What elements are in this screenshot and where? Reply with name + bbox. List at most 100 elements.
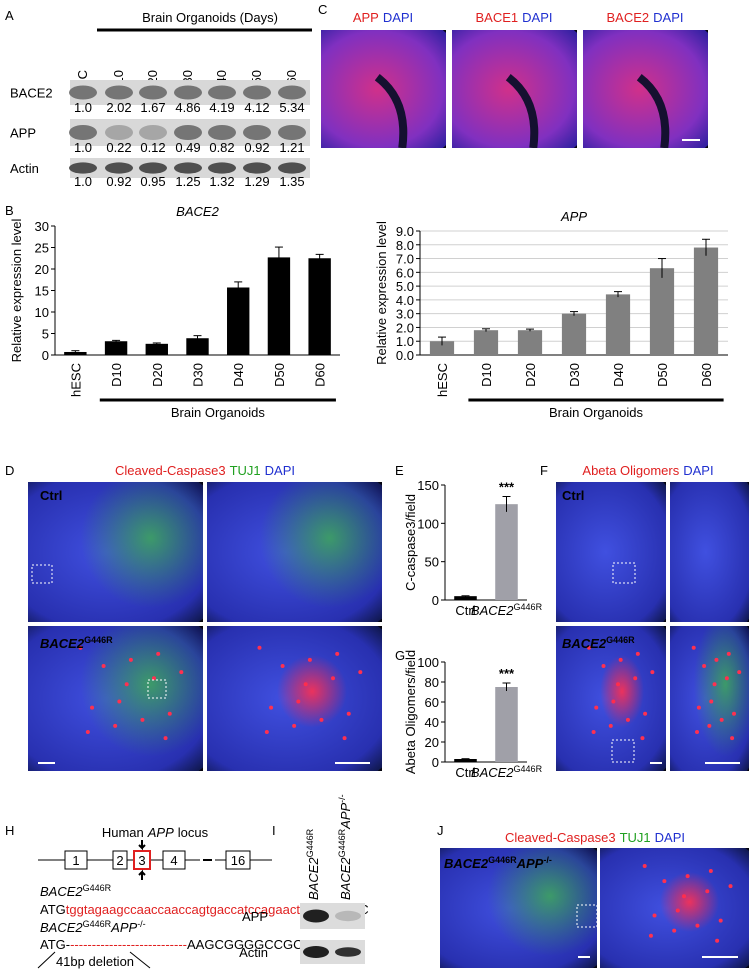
quant: 0.49 [175,140,200,155]
y-tick-label: 0 [432,755,439,770]
band [208,85,236,100]
pointer [129,951,151,969]
puncta [179,670,184,675]
tissue [583,30,708,148]
quant: 1.0 [74,100,92,115]
puncta [342,736,347,741]
panel-letter: E [395,463,404,478]
bar [454,759,477,762]
puncta [591,729,596,734]
puncta [78,645,83,650]
band [278,85,306,100]
x-tick-label: D30 [567,363,582,387]
puncta [715,938,720,943]
quant: 2.02 [106,100,131,115]
y-tick-label: 1.0 [396,334,414,349]
lane-label: BACE2G446RAPP-/- [337,794,353,900]
locus-title-part: APP [147,825,174,840]
micrograph [556,626,666,771]
y-tick-label: 50 [425,555,439,570]
puncta [650,670,655,675]
exon-label: 4 [170,853,177,868]
bar [145,343,168,355]
quant: 0.92 [106,174,131,189]
bar [495,504,518,600]
band [243,162,271,174]
condition-label: BACE2G446RAPP-/- [444,855,552,871]
lumen [374,74,408,148]
puncta [652,913,657,918]
band [208,162,236,174]
puncta [124,682,129,687]
y-tick-label: 9.0 [396,224,414,239]
image-content [556,482,666,622]
puncta [140,717,145,722]
band [335,910,361,922]
stain-label: BACE1 DAPI [476,10,553,25]
x-tick-label: BACE2G446R [471,764,543,780]
band [69,124,97,141]
y-tick-label: 3.0 [396,307,414,322]
band [69,85,97,100]
zoom-box [576,904,598,928]
exon [162,850,186,870]
bar [473,330,499,355]
puncta [728,884,733,889]
x-tick-label: hESC [435,363,450,397]
chart-title: APP [560,209,587,224]
micrograph [440,848,597,968]
image-content [556,626,666,771]
condition-label: BACE2G446R [40,635,113,651]
lane-label-part: APP [338,802,353,829]
quant: 0.22 [106,140,131,155]
y-tick-label: 2.0 [396,320,414,335]
x-tick-label-part: BACE2 [471,765,514,780]
quant: 1.21 [279,140,304,155]
x-tick-label: BACE2G446R [471,602,543,618]
stain-label-part: DAPI [655,830,685,845]
tuj1 [693,626,749,757]
panel-letter: H [5,823,14,838]
micrograph [670,482,749,622]
quant: 0.95 [140,174,165,189]
x-tick-label: Ctrl [455,603,475,618]
significance: *** [499,666,515,681]
y-tick-label: 40 [425,715,439,730]
lane-label: BACE2G446R [305,828,321,900]
bar [104,341,128,355]
lane-label-part: -/- [337,794,347,803]
lane-label-part: BACE2 [338,857,353,900]
image-content [28,482,203,622]
panel-letter: D [5,463,14,478]
band [335,947,361,957]
bar [308,258,331,355]
condition-label: Ctrl [562,488,584,503]
lane-label-part: G446R [337,828,347,857]
zoom-box [611,739,635,763]
y-tick-label: 20 [425,735,439,750]
micrograph [28,626,203,771]
puncta [167,711,172,716]
puncta [269,705,274,710]
stain-label-part: DAPI [683,463,713,478]
y-tick-label: 0 [432,593,439,608]
puncta [737,670,742,675]
puncta [128,657,133,662]
band [303,946,329,958]
lumen [505,74,539,148]
bar [649,268,675,355]
x-tick-label: D60 [313,363,328,387]
puncta [635,651,640,656]
bar [267,257,291,355]
y-tick-label: 150 [417,478,439,493]
x-tick-label-part: BACE2 [471,603,514,618]
puncta [117,699,122,704]
bar [227,287,250,355]
y-tick-label: 7.0 [396,252,414,267]
bar [186,338,209,355]
image-content [670,626,749,771]
condition-label-part: BACE2 [40,636,85,651]
puncta [702,664,707,669]
band [278,124,306,141]
